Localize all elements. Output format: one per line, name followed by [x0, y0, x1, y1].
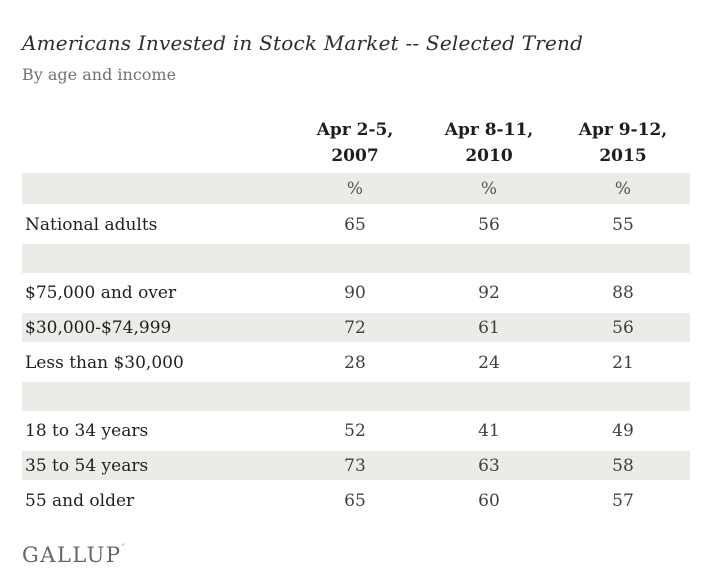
unit-percent-2007: %: [346, 178, 364, 199]
gallup-wordmark: GALLUP: [22, 543, 122, 567]
unit-percent-2015: %: [614, 178, 632, 199]
gallup-logo: GALLUP’: [22, 543, 723, 567]
column-header-2007-year: 2007: [331, 146, 379, 166]
row-value-2015: 55: [612, 214, 634, 235]
row-value-2007: 72: [344, 317, 366, 338]
row-value-2007: 73: [344, 455, 366, 476]
row-label: $75,000 and over: [25, 282, 177, 303]
row-value-2007: 90: [344, 282, 366, 303]
group-separator-income: [22, 242, 690, 275]
column-header-2007: Apr 2-5, 2007: [288, 117, 422, 169]
row-value-2015: 56: [612, 317, 634, 338]
row-label: $30,000-$74,999: [25, 317, 172, 338]
row-value-2010: 61: [478, 317, 500, 338]
row-value-2015: 88: [612, 282, 634, 303]
row-value-2010: 60: [478, 490, 500, 511]
group-separator-age: [22, 380, 690, 413]
table-row-income-75k-over: $75,000 and over 90 92 88: [22, 275, 690, 310]
unit-row: % % %: [22, 173, 690, 207]
column-header-2015-year: 2015: [599, 146, 647, 166]
table-row-national-adults: National adults 65 56 55: [22, 207, 690, 242]
table-row-income-under-30k: Less than $30,000 28 24 21: [22, 345, 690, 380]
column-header-2010: Apr 8-11, 2010: [422, 117, 556, 169]
row-value-2007: 65: [344, 214, 366, 235]
unit-percent-2010: %: [480, 178, 498, 199]
row-value-2010: 24: [478, 352, 500, 373]
table-row-age-18-34: 18 to 34 years 52 41 49: [22, 413, 690, 448]
column-header-2015-date: Apr 9-12,: [578, 120, 668, 140]
table-row-age-35-54: 35 to 54 years 73 63 58: [22, 448, 690, 483]
row-value-2007: 28: [344, 352, 366, 373]
row-label: National adults: [25, 214, 158, 235]
row-value-2010: 56: [478, 214, 500, 235]
row-value-2015: 21: [612, 352, 634, 373]
page-title: Americans Invested in Stock Market -- Se…: [22, 31, 584, 55]
table-row-age-55-older: 55 and older 65 60 57: [22, 483, 690, 518]
page-subtitle: By age and income: [22, 65, 177, 84]
row-value-2010: 92: [478, 282, 500, 303]
column-header-2010-date: Apr 8-11,: [444, 120, 534, 140]
data-table: Apr 2-5, 2007 Apr 8-11, 2010 Apr 9-12, 2…: [22, 107, 690, 518]
row-label: 35 to 54 years: [25, 455, 149, 476]
row-value-2015: 49: [612, 420, 634, 441]
column-header-2007-date: Apr 2-5,: [316, 120, 394, 140]
row-value-2010: 41: [478, 420, 500, 441]
row-label: 18 to 34 years: [25, 420, 149, 441]
table-header-row: Apr 2-5, 2007 Apr 8-11, 2010 Apr 9-12, 2…: [22, 107, 690, 173]
row-value-2010: 63: [478, 455, 500, 476]
table-row-income-30k-75k: $30,000-$74,999 72 61 56: [22, 310, 690, 345]
row-label: 55 and older: [25, 490, 135, 511]
row-value-2007: 52: [344, 420, 366, 441]
row-value-2007: 65: [344, 490, 366, 511]
row-value-2015: 58: [612, 455, 634, 476]
column-header-2015: Apr 9-12, 2015: [556, 117, 690, 169]
trademark-mark: ’: [121, 543, 125, 554]
row-label: Less than $30,000: [25, 352, 184, 373]
column-header-2010-year: 2010: [465, 146, 513, 166]
row-value-2015: 57: [612, 490, 634, 511]
